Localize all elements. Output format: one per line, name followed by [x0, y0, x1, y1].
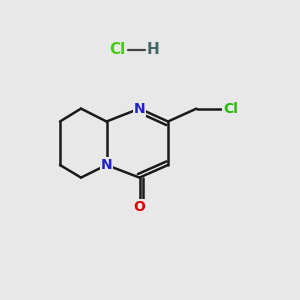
Text: Cl: Cl	[110, 42, 126, 57]
Text: N: N	[134, 102, 145, 116]
Text: O: O	[134, 200, 146, 214]
Text: H: H	[146, 42, 159, 57]
Text: Cl: Cl	[223, 102, 238, 116]
Text: N: N	[101, 158, 112, 172]
